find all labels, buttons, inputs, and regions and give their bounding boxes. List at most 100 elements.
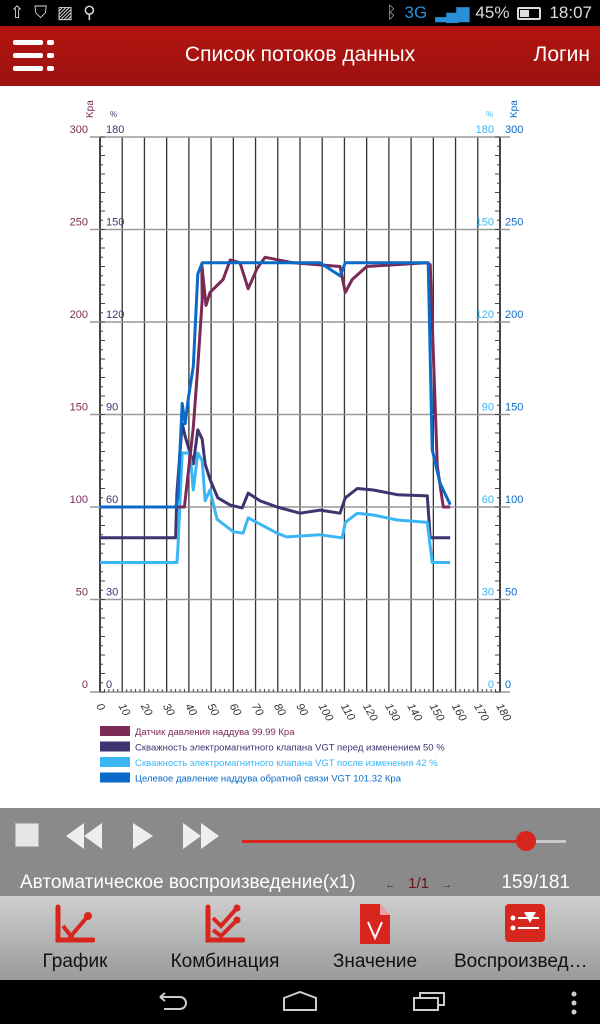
axis-unit-label: Kpa xyxy=(509,100,520,118)
series-line-3 xyxy=(100,261,452,509)
legend-label: Целевое давление наддува обратной связи … xyxy=(135,774,402,785)
tab-label: Комбинация xyxy=(170,951,280,972)
overflow-menu-icon[interactable] xyxy=(570,990,578,1016)
x-tick-label: 10 xyxy=(116,702,133,719)
x-tick-label: 90 xyxy=(293,702,310,719)
system-nav-bar xyxy=(0,980,600,1024)
y-tick-label: 0 xyxy=(505,679,511,691)
tab-label: График xyxy=(42,951,108,972)
y-tick-label: 150 xyxy=(106,217,124,229)
page-title: Список потоков данных xyxy=(184,43,416,66)
x-tick-label: 180 xyxy=(493,702,513,725)
y-tick-label: 120 xyxy=(106,309,124,321)
x-tick-label: 120 xyxy=(360,702,380,725)
progress-slider[interactable] xyxy=(242,831,566,851)
x-tick-label: 110 xyxy=(338,702,358,724)
battery-percent: 45% xyxy=(475,3,510,22)
legend-swatch xyxy=(100,772,130,783)
slider-thumb[interactable] xyxy=(516,831,537,851)
auto-play-label[interactable]: Автоматическое воспроизведение(x1) xyxy=(20,872,356,893)
tab-combination[interactable]: Комбинация xyxy=(150,896,300,980)
series-line-0 xyxy=(100,255,451,509)
y-tick-label: 90 xyxy=(482,402,494,414)
back-icon[interactable] xyxy=(154,992,188,1012)
tab-label: Значение xyxy=(332,951,418,972)
x-tick-label: 50 xyxy=(205,702,222,719)
y-tick-label: 250 xyxy=(70,217,88,229)
page-indicator: ← 1/1 → xyxy=(385,875,452,892)
progress-fill xyxy=(242,840,527,843)
y-tick-label: 180 xyxy=(106,124,124,136)
bottom-tab-bar: График Комбинация Значение Воспроизведен… xyxy=(0,896,600,980)
series-line-1 xyxy=(100,422,451,540)
y-tick-label: 0 xyxy=(106,679,112,691)
x-tick-label: 170 xyxy=(471,702,491,725)
y-tick-label: 150 xyxy=(476,217,494,229)
x-tick-label: 0 xyxy=(93,702,107,714)
x-tick-label: 70 xyxy=(249,702,266,719)
combined-graph-icon xyxy=(205,904,245,943)
signal-icon: ▂▄▆ xyxy=(435,3,469,22)
y-tick-label: 30 xyxy=(106,587,118,599)
y-tick-label: 180 xyxy=(476,124,494,136)
y-tick-label: 150 xyxy=(70,402,88,414)
axis-unit-label: Kpa xyxy=(85,100,96,118)
y-tick-label: 150 xyxy=(505,402,523,414)
y-tick-label: 30 xyxy=(482,587,494,599)
line-chart: 0 10 20 30 40 50 60 70 80 90 100 110 120 130 140 150 160… xyxy=(70,100,524,785)
upload-icon: ⇧ xyxy=(10,3,25,22)
y-tick-label: 0 xyxy=(82,679,88,691)
search-icon: ⚲ xyxy=(83,3,96,22)
y-tick-label: 100 xyxy=(70,494,88,506)
legend-label: Датчик давления наддува 99.99 Кра xyxy=(135,727,295,738)
legend-swatch xyxy=(100,757,130,767)
y-tick-label: 300 xyxy=(70,124,88,136)
fast-forward-button[interactable] xyxy=(183,823,219,849)
x-tick-label: 20 xyxy=(137,701,154,719)
clock: 18:07 xyxy=(549,3,592,22)
prev-page-icon[interactable]: ← xyxy=(385,879,396,891)
y-tick-label: 90 xyxy=(106,402,118,414)
next-page-icon[interactable]: → xyxy=(441,879,453,891)
value-document-icon xyxy=(360,904,390,944)
axis-unit-label: % xyxy=(110,110,117,119)
legend-label: Скважность электромагнитного клапана VGT… xyxy=(135,743,445,754)
x-tick-label: 140 xyxy=(405,702,425,725)
shield-icon: ⛉ xyxy=(34,3,47,22)
playback-controls: Автоматическое воспроизведение(x1) ← 1/1… xyxy=(0,808,600,896)
x-tick-label: 80 xyxy=(271,702,288,719)
x-tick-label: 60 xyxy=(227,702,244,719)
recent-apps-icon[interactable] xyxy=(412,990,446,1014)
tab-value[interactable]: Значение xyxy=(300,896,450,980)
login-button[interactable]: Логин xyxy=(533,43,590,66)
x-tick-label: 130 xyxy=(382,702,402,725)
x-tick-label: 40 xyxy=(182,702,199,719)
y-tick-label: 50 xyxy=(76,587,88,599)
x-tick-label: 100 xyxy=(316,702,336,725)
play-button[interactable] xyxy=(133,823,153,849)
axis-unit-label: % xyxy=(486,110,493,119)
line-graph-icon xyxy=(55,904,95,943)
home-icon[interactable] xyxy=(282,990,318,1012)
legend-swatch xyxy=(100,726,130,736)
y-tick-label: 120 xyxy=(476,309,494,321)
y-tick-label: 300 xyxy=(505,124,523,136)
tab-graph[interactable]: График xyxy=(0,896,150,980)
y-tick-label: 0 xyxy=(488,679,494,691)
tab-playback[interactable]: Воспроизведение xyxy=(450,896,600,980)
x-tick-label: 150 xyxy=(427,702,447,725)
frame-counter: 159/181 xyxy=(501,872,570,893)
legend-swatch xyxy=(100,741,130,752)
status-bar: ⇧ ⛉ ▨ ⚲ ᛒ 3G ▂▄▆ 45% 18:07 xyxy=(0,0,600,26)
chart-area: 0 10 20 30 40 50 60 70 80 90 100 110 120 130 140 150 160… xyxy=(0,86,600,808)
rewind-button[interactable] xyxy=(66,823,104,849)
y-tick-label: 100 xyxy=(505,494,523,506)
page-number: 1/1 xyxy=(408,875,430,892)
tab-label: Воспроизведение xyxy=(454,951,600,972)
bluetooth-icon: ᛒ xyxy=(386,3,397,22)
y-tick-label: 200 xyxy=(70,309,88,321)
image-icon: ▨ xyxy=(57,3,74,22)
stop-button[interactable] xyxy=(15,823,39,847)
menu-icon[interactable] xyxy=(13,40,55,72)
y-tick-label: 60 xyxy=(106,494,118,506)
